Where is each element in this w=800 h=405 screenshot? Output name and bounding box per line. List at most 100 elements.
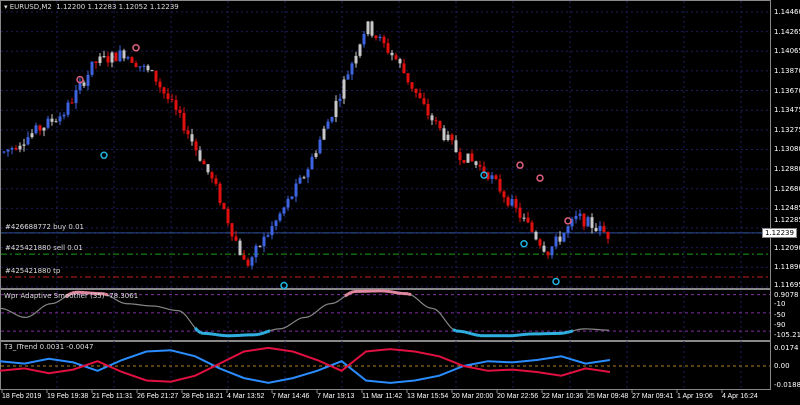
wpr-line-segment: [563, 330, 568, 335]
t3-title: T3_ITrend 0.0031 -0.0047: [4, 343, 94, 351]
t3-level: -0.0188: [774, 381, 800, 389]
candle: [226, 208, 230, 224]
candle: [394, 55, 398, 60]
candle: [114, 52, 118, 62]
time-axis-label: 20 Mar 20:00: [452, 393, 494, 400]
wpr-line-segment: [338, 297, 343, 302]
wpr-line-segment: [56, 299, 61, 303]
candle: [174, 100, 178, 110]
candle: [474, 161, 478, 166]
time-axis-label: 19 Feb 19:38: [47, 393, 89, 400]
candle: [26, 137, 30, 145]
main-frame: [0, 0, 771, 289]
candle: [126, 57, 130, 59]
wpr-level: -105.2174: [774, 331, 800, 339]
wpr-line-segment: [26, 315, 31, 318]
wpr-line-segment: [407, 292, 412, 297]
wpr-line-segment: [392, 290, 397, 295]
wpr-line-segment: [14, 313, 19, 317]
candle: [434, 120, 438, 122]
candle: [574, 215, 578, 220]
price-axis-label: 1.14460: [774, 8, 800, 16]
candle: [494, 175, 498, 180]
candle: [570, 219, 574, 227]
price-axis-label: 1.12680: [774, 184, 800, 193]
candle: [518, 207, 522, 218]
candle: [406, 73, 410, 83]
order-label[interactable]: #426688772 buy 0.01: [5, 222, 85, 231]
price-axis-label: 1.13080: [774, 145, 800, 154]
wpr-line-segment: [311, 312, 316, 316]
price-axis-label: 1.12880: [774, 165, 800, 174]
wpr-line-segment: [299, 317, 304, 320]
candle: [38, 125, 42, 131]
candle: [498, 179, 502, 192]
wpr-line-segment: [185, 315, 190, 321]
time-axis-label: 13 Mar 15:54: [407, 393, 449, 400]
candle: [342, 79, 346, 99]
wpr-line-segment: [20, 316, 25, 318]
candle: [338, 98, 342, 101]
time-axis-label: 20 Mar 22:56: [497, 393, 539, 400]
candle: [422, 98, 426, 104]
candle: [94, 61, 98, 63]
wpr-line-segment: [416, 298, 421, 302]
wpr-line-segment: [419, 301, 424, 305]
candle: [302, 177, 306, 179]
candle: [502, 191, 506, 198]
wpr-line-segment: [272, 328, 277, 331]
candle: [286, 198, 290, 208]
wpr-line-segment: [260, 331, 265, 336]
wpr-line-segment: [290, 321, 295, 325]
candle: [246, 259, 250, 266]
symbol: EURUSD,M2: [9, 3, 52, 11]
candle: [470, 153, 474, 162]
candle: [410, 82, 414, 89]
candle: [454, 140, 458, 153]
candle: [158, 81, 162, 88]
wpr-line-segment: [193, 326, 200, 333]
wpr-line-segment: [197, 329, 202, 335]
candle: [30, 133, 34, 138]
wpr-line-segment: [575, 328, 580, 331]
candle: [462, 160, 466, 163]
candle: [154, 70, 158, 82]
wpr-line-segment: [443, 318, 448, 324]
wpr-line-segment: [464, 330, 469, 335]
wpr-line-segment: [467, 331, 472, 336]
wpr-line-segment: [110, 296, 115, 299]
candle: [374, 35, 378, 39]
order-label[interactable]: #425421880 tp: [5, 267, 61, 276]
candle: [354, 55, 358, 64]
candle: [14, 148, 18, 150]
candle: [186, 130, 190, 135]
wpr-line-segment: [269, 329, 274, 332]
wpr-level: -10: [774, 300, 786, 308]
wpr-line-segment: [62, 295, 67, 299]
candle: [582, 213, 586, 227]
candle: [438, 121, 442, 129]
wpr-line-segment: [566, 330, 571, 334]
buy-signal-marker: [280, 281, 288, 290]
wpr-line-segment: [422, 303, 427, 307]
sell-signal-marker: [564, 217, 572, 225]
candle: [146, 65, 150, 71]
candle: [446, 134, 450, 140]
price-axis-label: 1.12485: [774, 204, 800, 213]
wpr-line-segment: [287, 323, 292, 327]
time-axis-label: 4 Apr 16:24: [722, 393, 758, 400]
candle: [558, 236, 562, 242]
candle: [130, 57, 134, 64]
candle: [378, 36, 382, 39]
wpr-line-segment: [161, 306, 166, 309]
wpr-title: Wpr Adaptive Smoother (35) -78.3061: [4, 292, 139, 300]
candle: [134, 63, 138, 67]
wpr-line-segment: [29, 314, 34, 317]
wpr-line-segment: [113, 297, 118, 301]
candle: [554, 236, 558, 247]
order-label[interactable]: #425421880 sell 0.01: [5, 244, 83, 253]
price-axis-label: 1.12285: [774, 215, 800, 224]
candle: [330, 116, 334, 122]
candle: [82, 82, 86, 86]
